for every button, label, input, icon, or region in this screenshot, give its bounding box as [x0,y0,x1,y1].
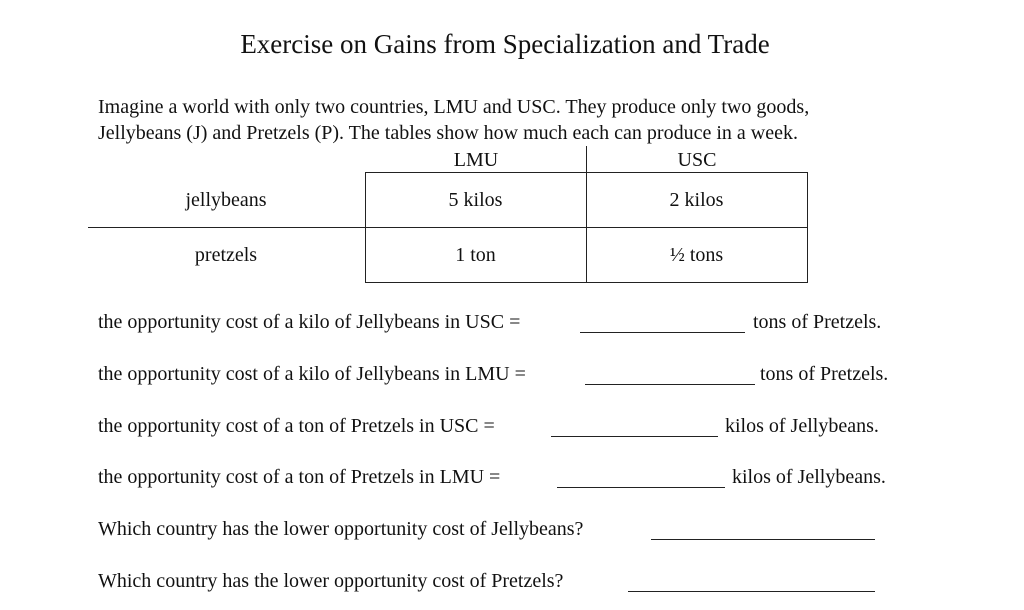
title: Exercise on Gains from Specialization an… [240,29,770,59]
table-cell: 1 ton [455,244,496,266]
answer-blank [557,487,725,488]
table-border [365,172,366,282]
question-unit: kilos of Jellybeans. [725,415,879,437]
table-cell: 5 kilos [448,189,503,211]
question-unit: tons of Pretzels. [760,363,889,385]
answer-blank [651,539,875,540]
row-label: jellybeans [185,189,267,211]
table-border [365,282,808,283]
row-label: pretzels [194,244,258,266]
question-text: the opportunity cost of a ton of Pretzel… [98,415,495,437]
question-text: the opportunity cost of a ton of Pretzel… [98,466,501,488]
answer-blank [585,384,755,385]
answer-blank [551,436,718,437]
table-border [88,227,808,228]
question-unit: kilos of Jellybeans. [732,466,886,488]
table-border [807,172,808,282]
question-text: the opportunity cost of a kilo of Jellyb… [98,363,526,385]
column-header: USC [677,149,717,171]
answer-blank [580,332,745,333]
answer-blank [628,591,875,592]
column-header: LMU [453,149,499,171]
question-unit: tons of Pretzels. [753,311,882,333]
intro-line: Imagine a world with only two countries,… [98,96,810,118]
table-border [586,146,587,282]
question-text: Which country has the lower opportunity … [98,570,564,592]
table-cell: 2 kilos [669,189,724,211]
table-cell: ½ tons [669,244,724,266]
intro-line: Jellybeans (J) and Pretzels (P). The tab… [98,122,798,144]
question-text: Which country has the lower opportunity … [98,518,584,540]
question-text: the opportunity cost of a kilo of Jellyb… [98,311,521,333]
